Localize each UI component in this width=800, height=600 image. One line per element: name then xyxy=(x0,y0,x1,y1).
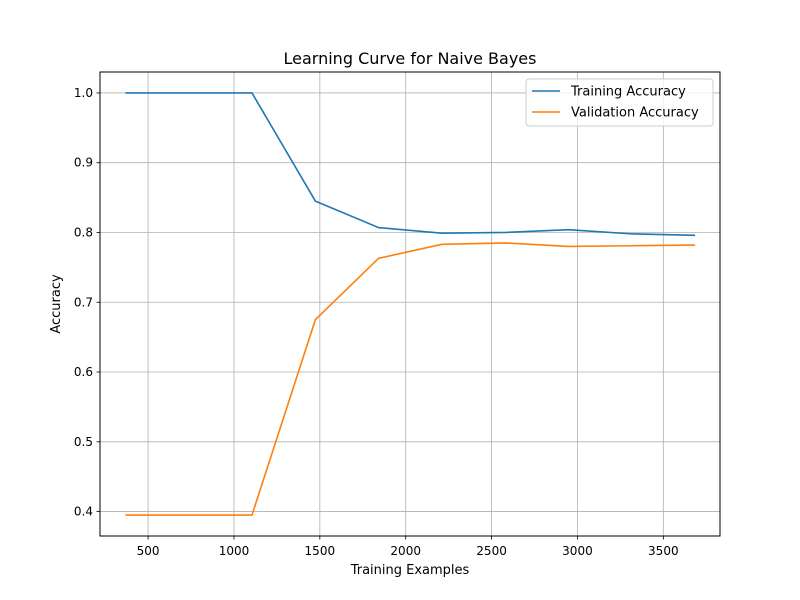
y-tick-label: 0.5 xyxy=(74,435,93,449)
x-tick-label: 2500 xyxy=(476,544,507,558)
x-tick-label: 3500 xyxy=(648,544,679,558)
y-tick-label: 0.9 xyxy=(74,156,93,170)
legend-box xyxy=(525,78,714,127)
axis-ticks: 500 1000 1500 2000 2500 3000 3500 0.4 0.5 0.6 0.7 0… xyxy=(74,86,679,558)
y-tick-label: 0.6 xyxy=(74,365,93,379)
x-tick-label: 1500 xyxy=(305,544,336,558)
legend-label-training-accuracy: Training Accuracy xyxy=(570,85,686,100)
training-accuracy-line xyxy=(125,92,696,237)
grid-lines xyxy=(100,72,720,536)
x-axis-label: Training Examples xyxy=(350,563,470,578)
x-tick-label: 500 xyxy=(137,544,160,558)
legend-label-validation-accuracy: Validation Accuracy xyxy=(571,106,699,121)
plot-frame xyxy=(99,71,721,537)
validation-accuracy-line xyxy=(125,242,696,516)
y-tick-label: 0.7 xyxy=(74,295,93,309)
y-tick-label: 1.0 xyxy=(74,86,93,100)
series-lines xyxy=(125,92,696,516)
x-tick-label: 1000 xyxy=(219,544,250,558)
chart-title: Learning Curve for Naive Bayes xyxy=(284,49,537,68)
legend: Training Accuracy Validation Accuracy xyxy=(525,78,714,127)
y-axis-label: Accuracy xyxy=(49,274,64,334)
x-tick-label: 3000 xyxy=(562,544,593,558)
y-tick-label: 0.4 xyxy=(74,505,93,519)
y-tick-label: 0.8 xyxy=(74,225,93,239)
x-tick-label: 2000 xyxy=(390,544,421,558)
